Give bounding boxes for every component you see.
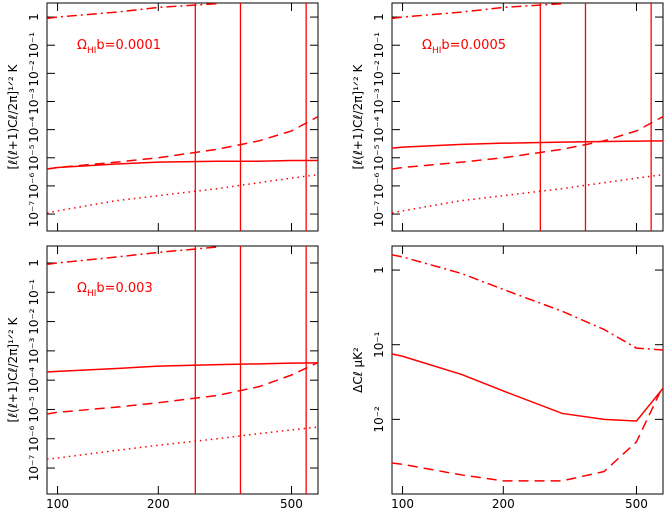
annotation-subscript: HI: [87, 46, 96, 56]
series-line: [392, 115, 663, 170]
y-tick-label: 1: [27, 13, 41, 21]
y-tick-label: 10⁻¹: [372, 32, 386, 59]
y-tick-label: 10⁻⁷: [27, 201, 41, 228]
series-line: [392, 385, 663, 482]
x-tick-label: 500: [280, 497, 303, 511]
y-axis-label: [ℓ(ℓ+1)Cℓ/2π]¹ᐟ² K: [6, 63, 20, 169]
y-tick-label: 10⁻⁵: [27, 396, 41, 423]
x-tick-label: 500: [625, 497, 648, 511]
annotation-subscript: HI: [432, 46, 441, 56]
annotation-symbol: Ω: [422, 38, 432, 53]
annotation: ΩHIb=0.0001: [77, 38, 161, 56]
y-tick-label: 10⁻⁴: [27, 116, 41, 143]
y-tick-label: 10⁻⁴: [27, 367, 41, 394]
y-tick-label: 10⁻¹: [372, 331, 386, 358]
series-line: [47, 246, 218, 266]
y-tick-label: 10⁻⁵: [372, 144, 386, 171]
annotation-subscript: HI: [87, 289, 96, 299]
annotation: ΩHIb=0.0005: [422, 38, 506, 56]
series-line: [47, 115, 318, 170]
series-line: [47, 426, 318, 460]
y-tick-label: 10⁻¹: [27, 32, 41, 59]
series-line: [47, 361, 318, 415]
series-line: [392, 3, 563, 20]
y-tick-label: 10⁻²: [27, 60, 41, 87]
plot-frame: [391, 245, 664, 495]
y-tick-label: 10⁻⁷: [372, 201, 386, 228]
x-tick-label: 200: [147, 497, 170, 511]
series-line: [47, 362, 318, 373]
annotation: ΩHIb=0.003: [77, 281, 153, 299]
annotation-symbol: Ω: [77, 281, 87, 296]
y-tick-label: 1: [372, 266, 386, 274]
annotation-text: b=0.003: [96, 281, 152, 296]
y-tick-label: 10⁻³: [372, 88, 386, 115]
plot-frame: [391, 2, 664, 232]
y-axis-label: ΔCℓ μK²: [351, 347, 365, 393]
panel: 100 200 500 10⁻⁷ 10⁻⁶ 10⁻⁵ 10⁻⁴ 10⁻³ 10⁻² 10⁻¹ 1 [ℓ…: [6, 245, 319, 511]
y-tick-label: 10⁻⁶: [27, 425, 41, 452]
y-tick-label: 10⁻⁶: [27, 173, 41, 200]
series-line: [47, 173, 318, 214]
y-axis-label: [ℓ(ℓ+1)Cℓ/2π]¹ᐟ² K: [351, 63, 365, 169]
y-tick-label: 10⁻³: [27, 337, 41, 364]
y-tick-label: 10⁻⁶: [372, 173, 386, 200]
panel: 10⁻⁷10⁻⁶ 10⁻⁵10⁻⁴10⁻³10⁻²10⁻¹ 1 [ℓ(ℓ+1)Cℓ/2…: [351, 2, 664, 232]
x-tick-label: 200: [492, 497, 515, 511]
y-tick-label: 10⁻⁴: [372, 116, 386, 143]
plot-area: [47, 3, 318, 231]
y-tick-label: 10⁻⁵: [27, 144, 41, 171]
series-line: [392, 353, 663, 422]
annotation-symbol: Ω: [77, 38, 87, 53]
series-line: [392, 254, 663, 351]
y-tick-label: 1: [372, 13, 386, 21]
plot-area: [47, 246, 318, 494]
y-tick-label: 10⁻³: [27, 88, 41, 115]
y-axis-label: [ℓ(ℓ+1)Cℓ/2π]¹ᐟ² K: [6, 316, 20, 422]
annotation-text: b=0.0001: [96, 38, 161, 53]
y-tick-label: 1: [27, 259, 41, 267]
y-tick-label: 10⁻²: [372, 406, 386, 433]
y-tick-label: 10⁻⁷: [27, 455, 41, 482]
plot-frame: [46, 245, 319, 495]
plot-area: [392, 254, 663, 482]
annotation-text: b=0.0005: [441, 38, 506, 53]
y-tick-label: 10⁻²: [372, 60, 386, 87]
series-line: [392, 173, 663, 214]
plot-frame: [46, 2, 319, 232]
y-tick-label: 10⁻¹: [27, 279, 41, 306]
y-tick-label: 10⁻²: [27, 308, 41, 335]
panel: 10⁻⁷10⁻⁶ 10⁻⁵10⁻⁴10⁻³10⁻²10⁻¹ 1 [ℓ(ℓ+1)Cℓ/2…: [6, 2, 319, 232]
plot-area: [392, 3, 663, 231]
x-tick-label: 100: [46, 497, 69, 511]
x-tick-label: 100: [391, 497, 414, 511]
series-line: [47, 3, 218, 20]
series-line: [392, 140, 663, 149]
